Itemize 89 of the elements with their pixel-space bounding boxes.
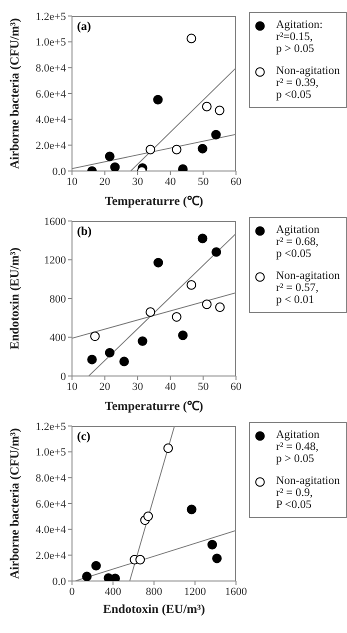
y-tick-label: 800 xyxy=(50,293,66,306)
point xyxy=(211,130,221,140)
text: r² = 0.48, p > 0.05 xyxy=(276,441,320,465)
legend-label: Non-agitation xyxy=(276,65,340,77)
point xyxy=(202,102,212,112)
x-tick-label: 10 xyxy=(66,380,78,393)
point xyxy=(135,554,145,564)
y-tick-label: 4.0e+4 xyxy=(36,114,66,126)
y-tick-label: 6.0e+4 xyxy=(36,498,66,510)
x-axis-title: Endotoxin (EU/m³) xyxy=(102,602,206,617)
point xyxy=(212,554,222,564)
y-axis-title: Airborne bacteria (CFU/m³) xyxy=(7,428,22,579)
point xyxy=(212,247,222,257)
point xyxy=(198,234,208,244)
y-axis-title: Endotoxin (EU/m³) xyxy=(7,247,22,350)
text: r² = 0.57, p < 0.01 xyxy=(276,282,320,306)
point xyxy=(87,354,97,364)
chart-title: (b) xyxy=(77,224,92,239)
chart-title: (a) xyxy=(77,19,91,34)
point xyxy=(202,300,212,310)
y-tick-label: 4.0e+4 xyxy=(36,524,66,536)
y-tick-label: 2.0e+4 xyxy=(36,550,66,562)
legend-label: Agitation xyxy=(276,224,320,236)
point xyxy=(186,280,196,290)
legend-label: Agitation xyxy=(276,429,320,441)
y-tick-label: 1200 xyxy=(44,254,66,267)
y-tick-label: 8.0e+4 xyxy=(36,62,66,75)
y-axis-title: Airborne bacteria (CFU/m³) xyxy=(7,18,22,169)
point xyxy=(119,356,129,366)
y-tick-label: 1.0e+5 xyxy=(36,446,66,459)
x-tick-label: 400 xyxy=(104,586,122,598)
x-tick-label: 1200 xyxy=(184,586,206,598)
y-tick-label: 0 xyxy=(60,370,66,383)
point xyxy=(104,152,115,162)
point xyxy=(146,144,156,154)
point xyxy=(82,572,92,581)
y-tick-label: 0.0 xyxy=(52,576,66,588)
point xyxy=(207,540,218,550)
point xyxy=(198,144,208,154)
y-tick-label: 1600 xyxy=(44,216,66,228)
chart-title: (c) xyxy=(77,429,90,444)
y-tick-label: 6.0e+4 xyxy=(36,88,66,100)
point xyxy=(153,258,164,268)
point xyxy=(110,162,120,171)
x-tick-label: 50 xyxy=(198,380,210,393)
x-tick-label: 30 xyxy=(132,176,144,188)
legend-label: Non-agitation xyxy=(276,475,340,487)
x-axis-title: Temperaturre (℃) xyxy=(104,193,204,209)
point xyxy=(90,331,100,342)
point xyxy=(186,504,196,514)
legend-label: Non-agitation xyxy=(276,270,340,282)
x-axis-title: Temperaturre (℃) xyxy=(104,398,204,414)
y-tick-label: 8.0e+4 xyxy=(36,472,66,485)
x-tick-label: 40 xyxy=(164,176,176,188)
point xyxy=(172,312,182,322)
y-tick-label: 1.2e+5 xyxy=(36,10,66,23)
x-tick-label: 20 xyxy=(99,380,111,393)
y-tick-label: 400 xyxy=(50,332,66,344)
text: r²=0.15, p > 0.05 xyxy=(276,31,316,55)
point xyxy=(178,330,188,340)
x-tick-label: 50 xyxy=(198,176,210,188)
x-tick-label: 0 xyxy=(69,586,76,598)
y-tick-label: 1.2e+5 xyxy=(36,420,66,433)
point xyxy=(143,511,153,522)
point xyxy=(138,336,148,346)
x-tick-label: 30 xyxy=(132,380,144,393)
point xyxy=(172,144,182,154)
y-tick-label: 0.0 xyxy=(52,166,66,178)
point xyxy=(214,106,224,116)
x-tick-label: 60 xyxy=(230,176,242,188)
x-tick-label: 10 xyxy=(66,176,78,188)
y-tick-label: 1.0e+5 xyxy=(36,36,66,49)
x-tick-label: 40 xyxy=(164,380,176,393)
text: r² = 0.9, P <0.05 xyxy=(276,487,314,511)
point xyxy=(91,560,101,571)
text: r² = 0.68, p <0.05 xyxy=(276,236,320,260)
point xyxy=(104,348,115,358)
text: r² = 0.39, p <0.05 xyxy=(276,77,320,101)
x-tick-label: 20 xyxy=(99,176,111,188)
y-tick-label: 2.0e+4 xyxy=(36,140,66,152)
x-tick-label: 60 xyxy=(230,380,242,393)
x-tick-label: 800 xyxy=(146,586,163,598)
point xyxy=(153,94,163,104)
x-tick-label: 1600 xyxy=(225,586,248,598)
point xyxy=(215,302,225,312)
point xyxy=(186,34,196,44)
legend-label: Agitation: xyxy=(276,19,323,31)
point xyxy=(163,443,173,454)
point xyxy=(146,307,156,317)
